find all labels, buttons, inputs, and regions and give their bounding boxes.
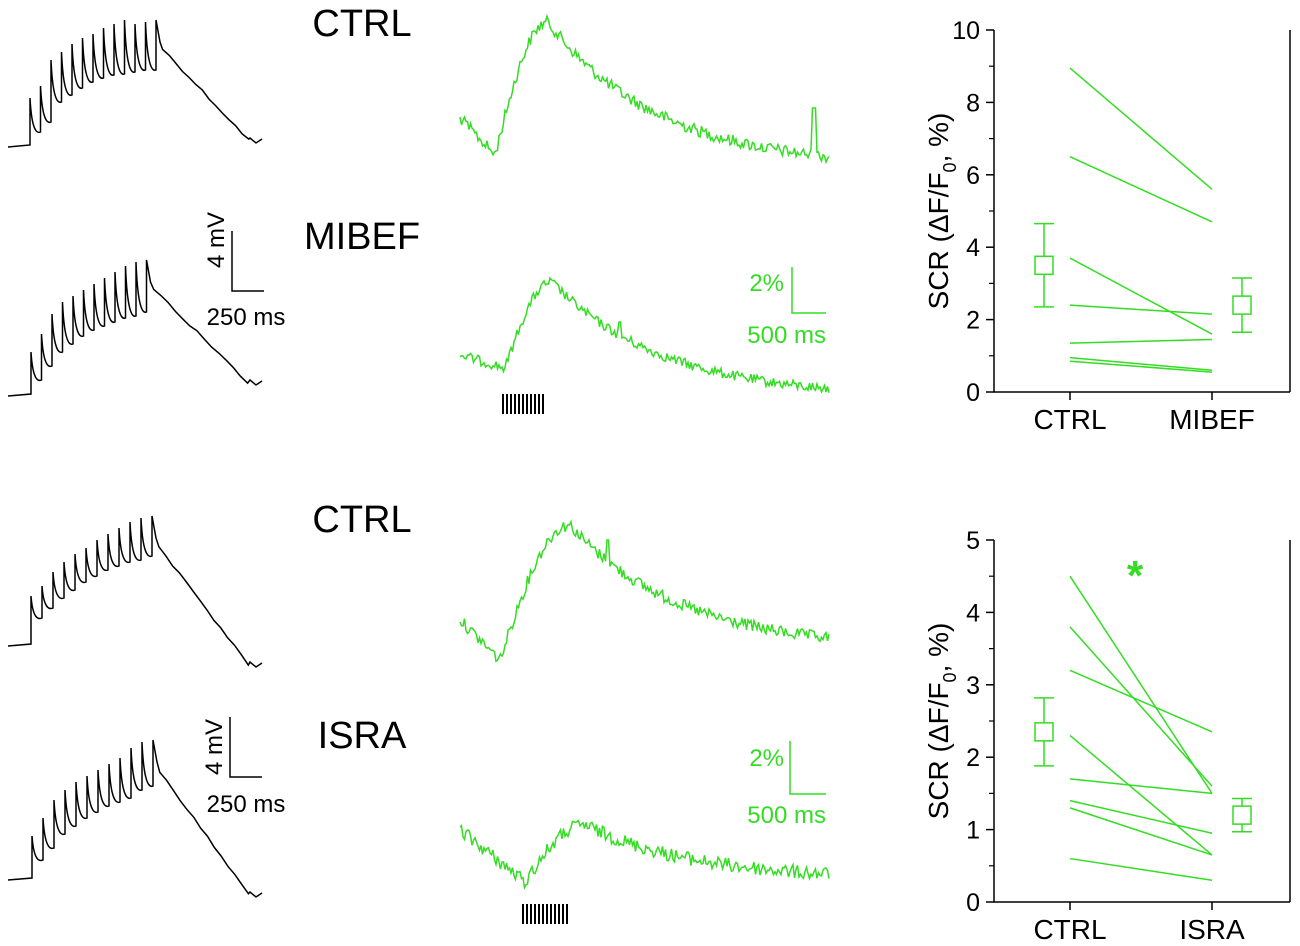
scalebar-mv-label-bottom: 4 mV [201, 719, 228, 775]
scalebar-pct-label-top: 2% [749, 270, 784, 297]
x-tick-label: MIBEF [1169, 404, 1255, 435]
voltage-trace-isra [7, 739, 263, 898]
paired-line [1069, 356, 1213, 372]
paired-line [1069, 857, 1213, 882]
y-tick-label: 10 [952, 17, 980, 45]
label-ctrl-top: CTRL [312, 3, 411, 45]
scalebar-voltage-bottom: 4 mV 250 ms [201, 717, 285, 818]
paired-line [1069, 778, 1213, 795]
voltage-trace-ctrl-bottom [7, 515, 263, 668]
label-mibef: MIBEF [304, 216, 420, 258]
y-axis-label: SCR (ΔF/F0, %) [923, 623, 960, 820]
x-tick-label: ISRA [1179, 914, 1245, 945]
paired-line [1069, 807, 1213, 856]
label-isra: ISRA [318, 715, 407, 757]
y-tick-label: 2 [966, 744, 980, 772]
y-tick-label: 0 [966, 889, 980, 917]
y-tick-label: 1 [966, 817, 980, 845]
voltage-trace-mibef [7, 259, 263, 397]
scalebar-ms-green-label-bottom: 500 ms [747, 802, 826, 829]
paired-line [1069, 575, 1213, 794]
mean-marker [1232, 805, 1252, 825]
paired-line [1069, 734, 1213, 856]
voltage-trace-ctrl-top [7, 19, 263, 148]
y-axis-label: SCR (ΔF/F0, %) [923, 113, 960, 310]
mean-marker [1034, 722, 1054, 742]
y-tick-label: 4 [966, 599, 980, 627]
y-tick-label: 5 [966, 527, 980, 555]
paired-line [1069, 626, 1213, 787]
paired-line [1069, 257, 1213, 335]
scalebar-pct-label-bottom: 2% [749, 745, 784, 772]
scalebar-voltage-top: 4 mV 250 ms [203, 212, 285, 331]
y-tick-label: 6 [966, 162, 980, 190]
y-tick-label: 4 [966, 234, 980, 262]
paired-line [1069, 156, 1213, 223]
y-tick-label: 0 [966, 379, 980, 407]
calcium-trace-mibef [459, 276, 830, 394]
paired-line [1069, 67, 1213, 190]
mean-marker [1232, 295, 1252, 315]
paired-line [1069, 338, 1213, 344]
significance-marker: * [1127, 552, 1144, 599]
calcium-trace-isra [459, 819, 830, 891]
label-ctrl-bottom: CTRL [312, 499, 411, 541]
paired-line [1069, 799, 1213, 834]
scalebar-ms-label-bottom: 250 ms [207, 791, 286, 818]
scalebar-ms-green-label-top: 500 ms [747, 322, 826, 349]
scalebar-fluorescence-bottom: 2% 500 ms [747, 741, 826, 829]
axis-lines [993, 30, 1290, 393]
paired-line [1069, 360, 1213, 373]
y-tick-label: 8 [966, 89, 980, 117]
scr-chart-mibef: 0 2 4 6 8 10 CTRL MIBEF SCR (ΔF/F0, %) [923, 17, 1291, 435]
x-tick-label: CTRL [1033, 404, 1106, 435]
scalebar-fluorescence-top: 2% 500 ms [747, 267, 826, 349]
x-tick-label: CTRL [1033, 914, 1106, 945]
y-tick-label: 2 [966, 307, 980, 335]
y-tick-label: 3 [966, 672, 980, 700]
paired-line [1069, 304, 1213, 315]
paired-line [1069, 669, 1213, 733]
stimulus-markers-top [502, 394, 544, 414]
calcium-trace-ctrl-bottom [459, 519, 830, 663]
scr-chart-isra: 0 1 2 3 4 5 CTRL ISRA SCR (ΔF/F0, %) * [923, 527, 1291, 945]
scalebar-ms-label-top: 250 ms [207, 304, 286, 331]
scalebar-mv-label-top: 4 mV [203, 212, 230, 268]
stimulus-markers-bottom [522, 904, 568, 924]
calcium-trace-ctrl-top [459, 13, 830, 165]
mean-marker [1034, 255, 1054, 276]
